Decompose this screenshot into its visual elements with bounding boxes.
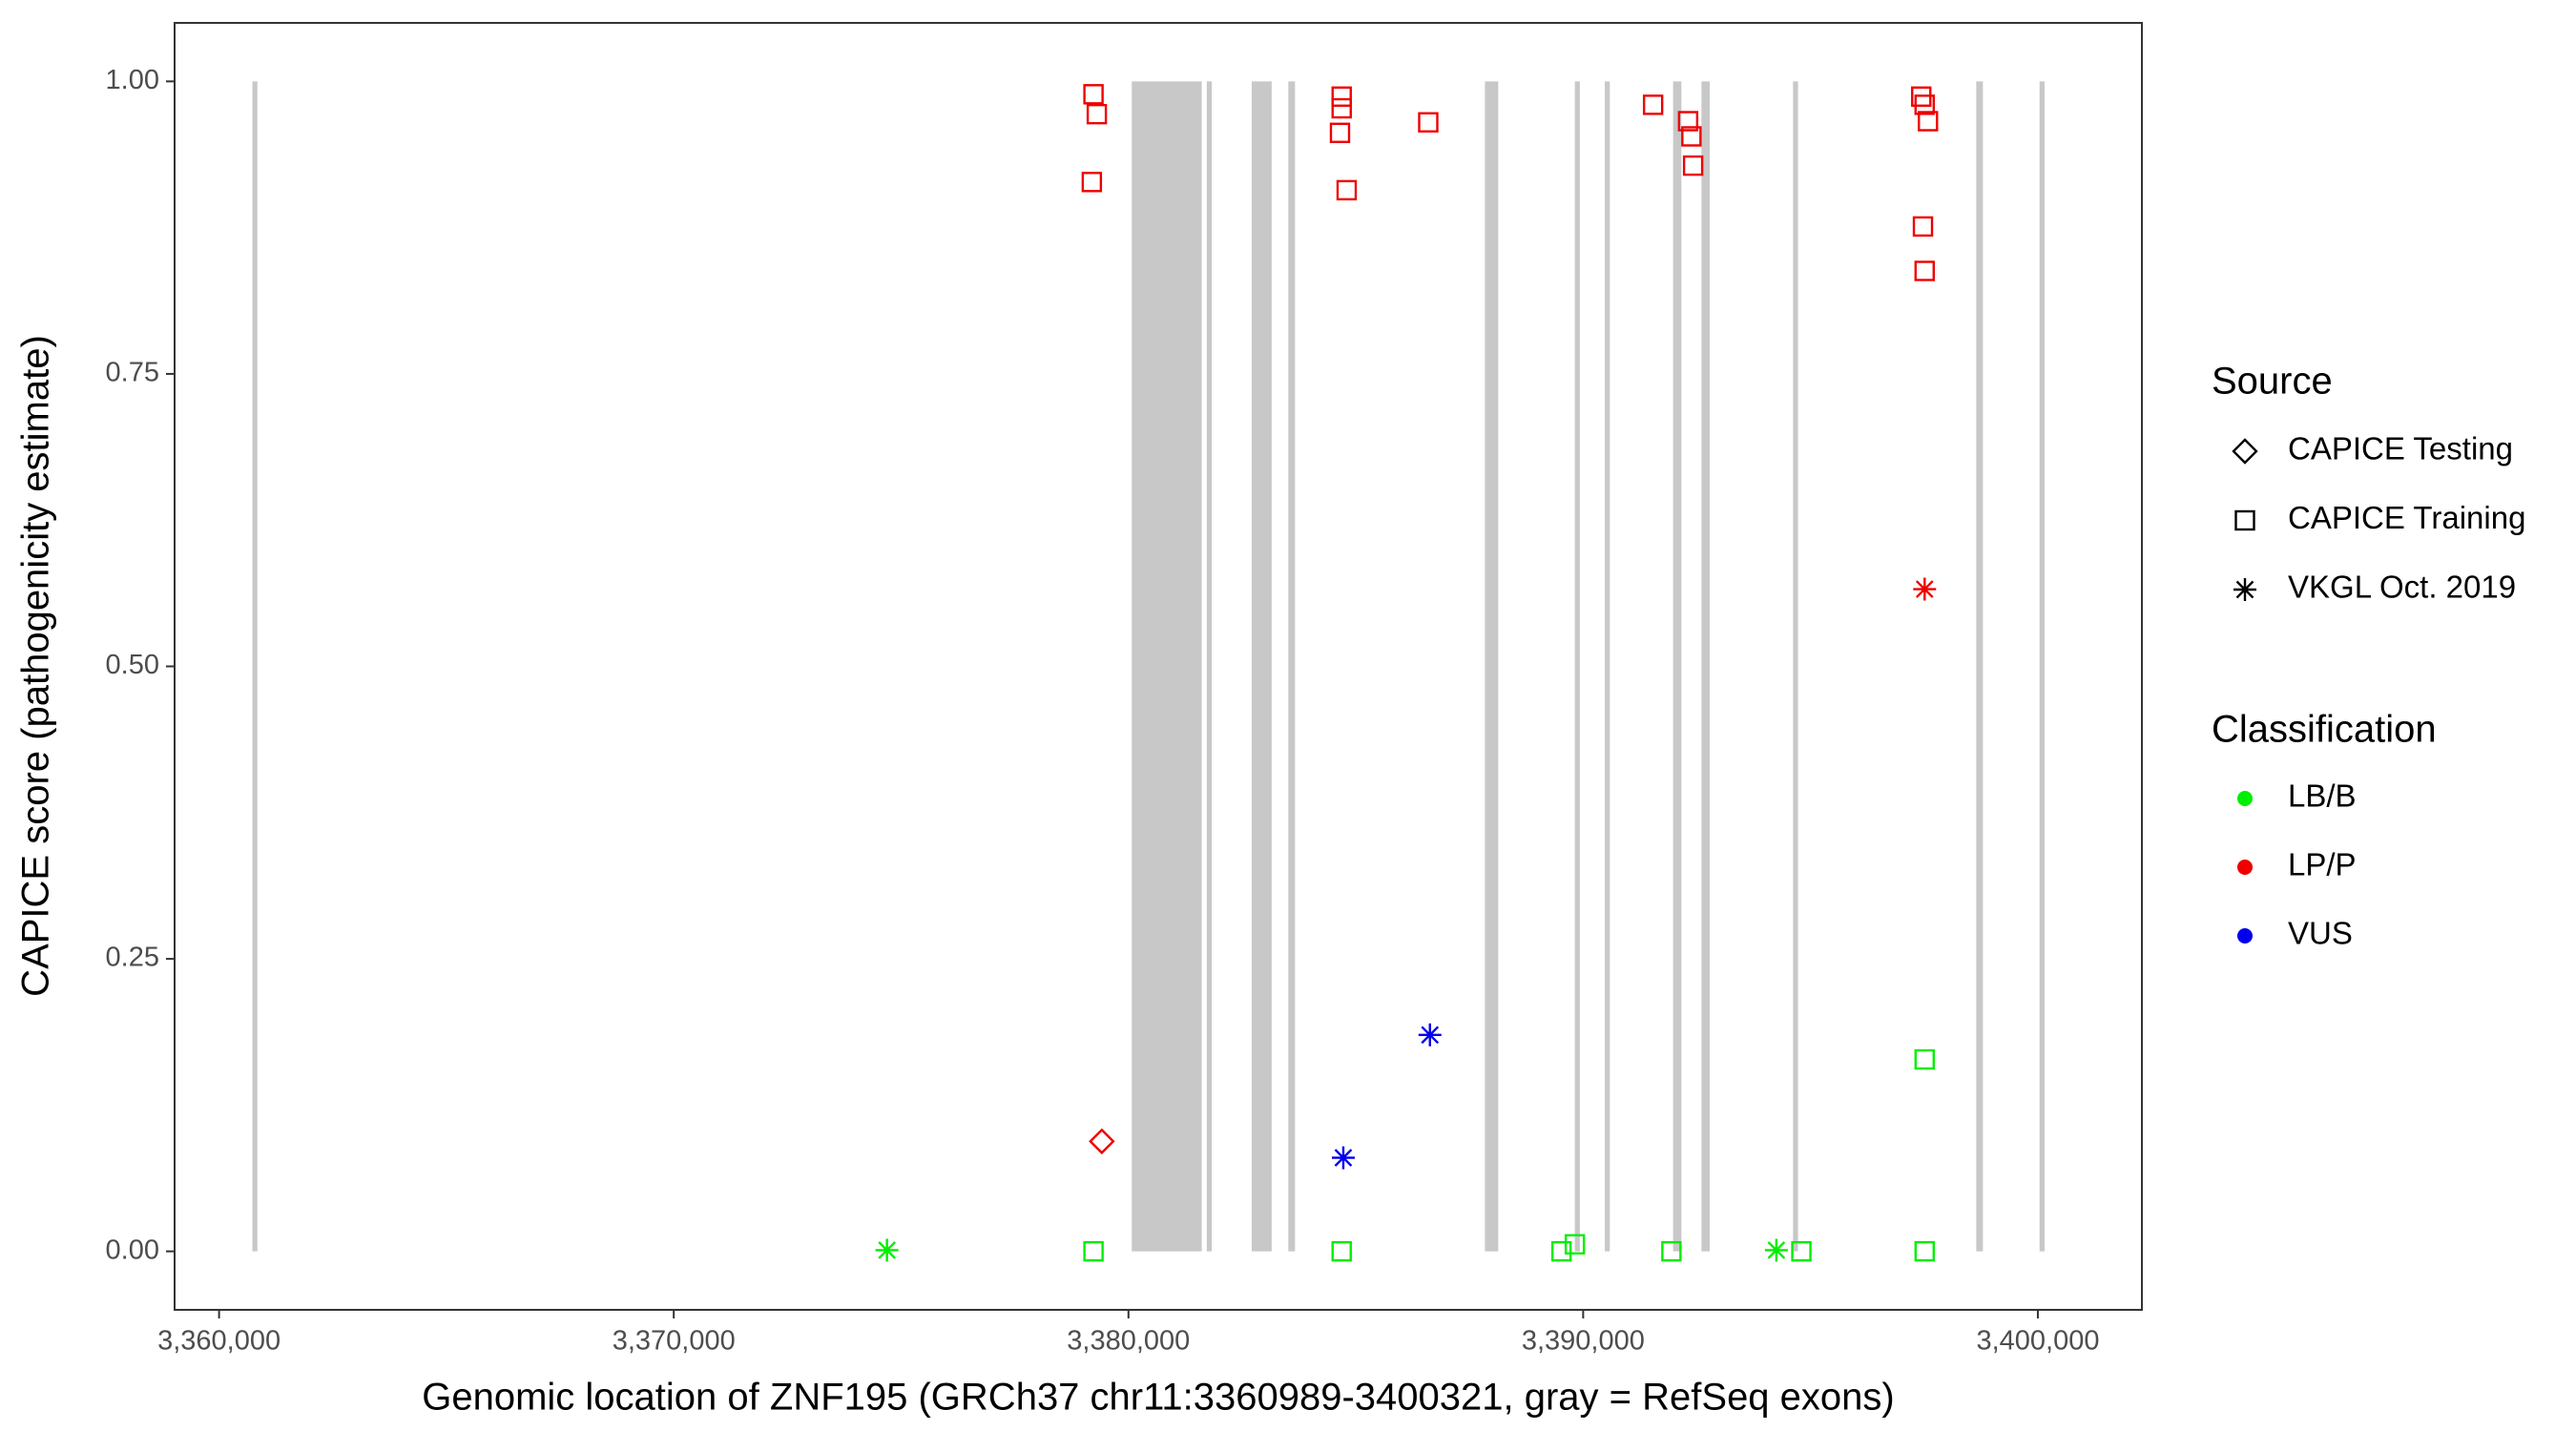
exon xyxy=(1574,81,1580,1252)
point xyxy=(1681,126,1702,147)
y-tick-label: 0.50 xyxy=(106,650,159,680)
point xyxy=(1912,216,1934,238)
exon xyxy=(1672,81,1682,1252)
point xyxy=(1331,1240,1352,1262)
legend-label: VKGL Oct. 2019 xyxy=(2288,570,2516,605)
point xyxy=(1083,1240,1104,1262)
legend-title: Classification xyxy=(2212,709,2437,751)
point xyxy=(1331,97,1352,119)
exon xyxy=(252,81,258,1252)
y-tick-label: 0.75 xyxy=(106,358,159,388)
point xyxy=(1086,103,1108,125)
exon xyxy=(1485,81,1499,1252)
legend-symbol xyxy=(2234,509,2255,531)
legend-symbol xyxy=(2237,791,2253,806)
point xyxy=(875,1238,899,1262)
point xyxy=(1682,155,1704,176)
point xyxy=(1914,260,1935,281)
exon xyxy=(1132,81,1202,1252)
point xyxy=(1764,1238,1788,1262)
point xyxy=(1083,84,1104,105)
legend-symbol xyxy=(2237,860,2253,875)
point xyxy=(1089,1128,1115,1155)
point xyxy=(1913,577,1937,601)
x-tick-label: 3,370,000 xyxy=(613,1326,736,1357)
point xyxy=(1418,1023,1442,1047)
exon xyxy=(1976,81,1984,1252)
point xyxy=(1331,86,1352,107)
legend-label: LB/B xyxy=(2288,778,2357,814)
exon xyxy=(1288,81,1296,1252)
exon xyxy=(2039,81,2045,1252)
legend-label: LP/P xyxy=(2288,847,2357,882)
point xyxy=(1661,1240,1682,1262)
legend-symbol xyxy=(2232,438,2258,465)
exon xyxy=(1206,81,1213,1252)
point xyxy=(1550,1240,1572,1262)
point xyxy=(1914,94,1935,115)
x-tick-label: 3,390,000 xyxy=(1522,1326,1645,1357)
point xyxy=(1336,179,1358,201)
point xyxy=(1081,172,1103,193)
legend-symbol xyxy=(2233,578,2256,601)
x-tick-label: 3,400,000 xyxy=(1976,1326,2099,1357)
x-tick-label: 3,380,000 xyxy=(1067,1326,1190,1357)
point xyxy=(1914,1240,1935,1262)
y-tick-label: 0.00 xyxy=(106,1234,159,1265)
legend-title: Source xyxy=(2212,361,2333,403)
exon xyxy=(1251,81,1272,1252)
point xyxy=(1331,1146,1355,1170)
point xyxy=(1677,111,1699,132)
point xyxy=(1418,112,1439,133)
legend-symbol xyxy=(2237,928,2253,944)
point xyxy=(1791,1240,1812,1262)
exon xyxy=(1793,81,1798,1252)
y-tick-label: 0.25 xyxy=(106,943,159,973)
legend-label: CAPICE Testing xyxy=(2288,431,2513,467)
x-axis-title: Genomic location of ZNF195 (GRCh37 chr11… xyxy=(422,1377,1894,1419)
point xyxy=(1642,94,1664,115)
point xyxy=(1914,1048,1935,1070)
x-tick-label: 3,360,000 xyxy=(157,1326,280,1357)
point xyxy=(1918,111,1939,132)
legend-label: CAPICE Training xyxy=(2288,500,2525,535)
y-tick-label: 1.00 xyxy=(106,65,159,95)
exon xyxy=(1701,81,1711,1252)
point xyxy=(1329,122,1351,143)
legend-label: VUS xyxy=(2288,916,2353,951)
point xyxy=(1564,1234,1586,1255)
y-axis-title: CAPICE score (pathogenicity estimate) xyxy=(15,335,57,997)
exon xyxy=(1605,81,1610,1252)
